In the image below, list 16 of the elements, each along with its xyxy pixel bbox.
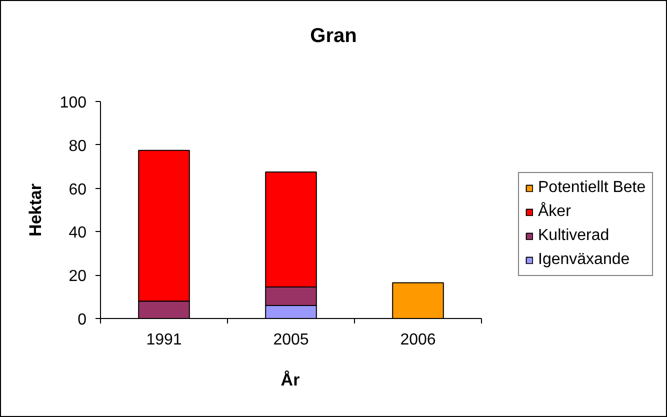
y-axis-title: Hektar bbox=[26, 183, 45, 236]
legend-label: Kultiverad bbox=[538, 227, 610, 245]
legend-label: Igenväxande bbox=[538, 251, 630, 269]
chart-title: Gran bbox=[310, 24, 357, 48]
x-tick-label: 2005 bbox=[273, 332, 309, 348]
y-tick-label: 100 bbox=[60, 94, 87, 112]
x-tick-label: 2006 bbox=[400, 332, 436, 348]
y-tick-label: 40 bbox=[68, 224, 87, 242]
x-axis-title: År bbox=[280, 370, 300, 390]
y-tick-label: 20 bbox=[68, 268, 87, 286]
legend-label: Potentiellt Bete bbox=[538, 179, 646, 197]
y-tick-label: 60 bbox=[68, 181, 87, 198]
y-tick-label: 0 bbox=[78, 312, 87, 328]
x-tick-label: 1991 bbox=[146, 332, 182, 348]
legend-label: Åker bbox=[538, 203, 571, 221]
y-tick-label: 80 bbox=[68, 138, 87, 155]
